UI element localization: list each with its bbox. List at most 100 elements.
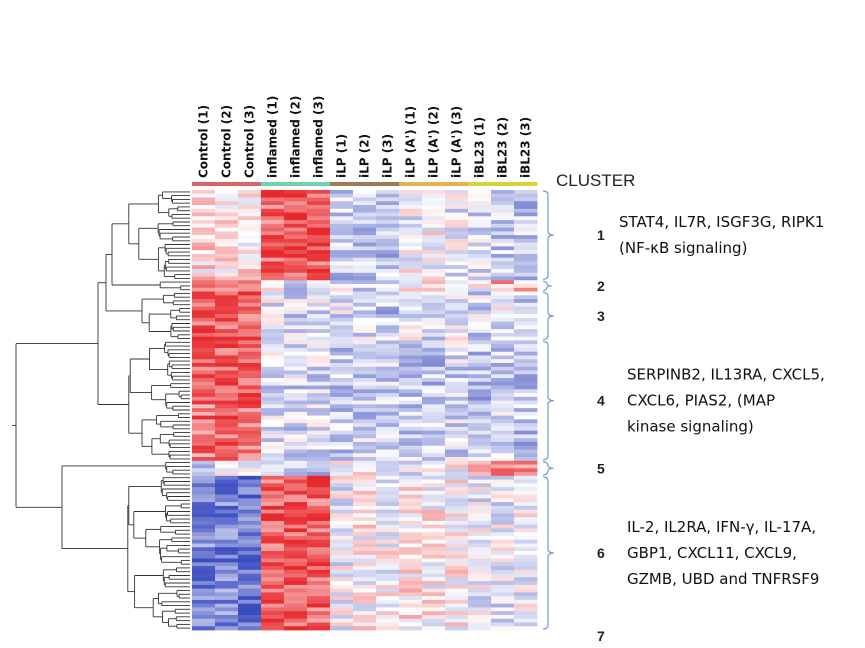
heatmap-cell bbox=[284, 265, 308, 270]
heatmap-cell bbox=[261, 460, 285, 465]
heatmap-cell bbox=[192, 490, 216, 496]
heatmap-cell bbox=[238, 573, 262, 578]
heatmap-cell bbox=[514, 235, 538, 240]
heatmap-cell bbox=[307, 532, 331, 537]
heatmap-cell bbox=[514, 588, 538, 593]
heatmap-cell bbox=[399, 479, 423, 484]
heatmap-cell bbox=[238, 329, 262, 334]
heatmap-cell bbox=[192, 581, 216, 586]
heatmap-cell bbox=[353, 423, 377, 428]
heatmap-cell bbox=[307, 588, 331, 593]
heatmap-cell bbox=[238, 310, 262, 315]
heatmap-cell bbox=[330, 359, 354, 364]
heatmap-cell bbox=[307, 528, 331, 533]
heatmap-cell bbox=[307, 426, 331, 432]
heatmap-cell bbox=[284, 535, 308, 541]
heatmap-cell bbox=[514, 253, 538, 259]
heatmap-cell bbox=[468, 509, 492, 514]
heatmap-cell bbox=[468, 340, 492, 345]
heatmap-cell bbox=[514, 502, 538, 507]
heatmap-cell bbox=[192, 325, 216, 330]
heatmap-cell bbox=[376, 265, 400, 270]
heatmap-cell bbox=[468, 562, 492, 567]
heatmap-cell bbox=[192, 321, 216, 326]
heatmap-cell bbox=[238, 325, 262, 330]
heatmap-cell bbox=[376, 562, 400, 567]
heatmap-cell bbox=[192, 205, 216, 210]
heatmap-cell bbox=[491, 389, 515, 394]
heatmap-cell bbox=[330, 569, 354, 574]
heatmap-cell bbox=[399, 306, 423, 311]
heatmap-cell bbox=[468, 505, 492, 511]
column-group-bar bbox=[330, 182, 354, 186]
heatmap-cell bbox=[353, 408, 377, 413]
heatmap-cell bbox=[445, 284, 469, 289]
heatmap-cell bbox=[422, 393, 446, 398]
heatmap-cell bbox=[238, 490, 262, 496]
heatmap-cell bbox=[330, 253, 354, 259]
heatmap-cell bbox=[215, 588, 239, 593]
heatmap-cell bbox=[514, 381, 538, 386]
cluster-number: 3 bbox=[597, 308, 605, 324]
heatmap-cell bbox=[284, 588, 308, 593]
heatmap-cell bbox=[376, 253, 400, 259]
heatmap-cell bbox=[399, 573, 423, 578]
heatmap-cell bbox=[238, 265, 262, 270]
heatmap-cell bbox=[445, 272, 469, 277]
heatmap-cell bbox=[307, 551, 331, 556]
heatmap-cell bbox=[422, 396, 446, 401]
heatmap-cell bbox=[376, 426, 400, 432]
heatmap-cell bbox=[399, 438, 423, 443]
heatmap-cell bbox=[514, 242, 538, 247]
heatmap-cell bbox=[445, 626, 469, 631]
heatmap-cell bbox=[514, 457, 538, 462]
heatmap-cell bbox=[261, 400, 285, 405]
heatmap-cell bbox=[261, 404, 285, 409]
heatmap-cell bbox=[284, 389, 308, 394]
heatmap-cell bbox=[261, 596, 285, 601]
heatmap-cell bbox=[399, 577, 423, 582]
heatmap-cell bbox=[215, 438, 239, 443]
heatmap-cell bbox=[238, 362, 262, 368]
heatmap-cell bbox=[284, 291, 308, 296]
heatmap-cell bbox=[307, 569, 331, 574]
heatmap-cell bbox=[491, 547, 515, 552]
heatmap-cell bbox=[307, 475, 331, 480]
heatmap-cell bbox=[353, 596, 377, 601]
heatmap-cell bbox=[445, 618, 469, 623]
heatmap-cell bbox=[261, 306, 285, 311]
heatmap-cell bbox=[422, 291, 446, 296]
heatmap-cell bbox=[215, 276, 239, 281]
heatmap-cell bbox=[468, 272, 492, 277]
heatmap-cell bbox=[330, 261, 354, 266]
heatmap-cell bbox=[307, 287, 331, 292]
heatmap-cell bbox=[445, 193, 469, 198]
heatmap-cell bbox=[422, 475, 446, 480]
heatmap-cell bbox=[491, 566, 515, 571]
heatmap-cell bbox=[307, 291, 331, 296]
heatmap-cell bbox=[514, 325, 538, 330]
heatmap-cell bbox=[399, 532, 423, 537]
heatmap-cell bbox=[491, 276, 515, 281]
heatmap-cell bbox=[376, 423, 400, 428]
heatmap-cell bbox=[491, 205, 515, 210]
heatmap-cell bbox=[261, 231, 285, 236]
heatmap-cell bbox=[192, 524, 216, 529]
heatmap-cell bbox=[422, 314, 446, 319]
heatmap-cell bbox=[399, 415, 423, 420]
heatmap-cell bbox=[330, 370, 354, 375]
heatmap-cell bbox=[491, 464, 515, 469]
heatmap-cell bbox=[192, 223, 216, 229]
heatmap-cell bbox=[445, 479, 469, 484]
heatmap-cell bbox=[353, 261, 377, 266]
heatmap-cell bbox=[330, 321, 354, 326]
heatmap-cell bbox=[376, 505, 400, 511]
heatmap-cell bbox=[376, 242, 400, 247]
heatmap-cell bbox=[422, 581, 446, 586]
heatmap-cell bbox=[330, 381, 354, 386]
heatmap-cell bbox=[422, 400, 446, 405]
heatmap-cell bbox=[261, 626, 285, 631]
heatmap-cell bbox=[215, 265, 239, 270]
heatmap-cell bbox=[238, 197, 262, 202]
heatmap-cell bbox=[422, 193, 446, 198]
